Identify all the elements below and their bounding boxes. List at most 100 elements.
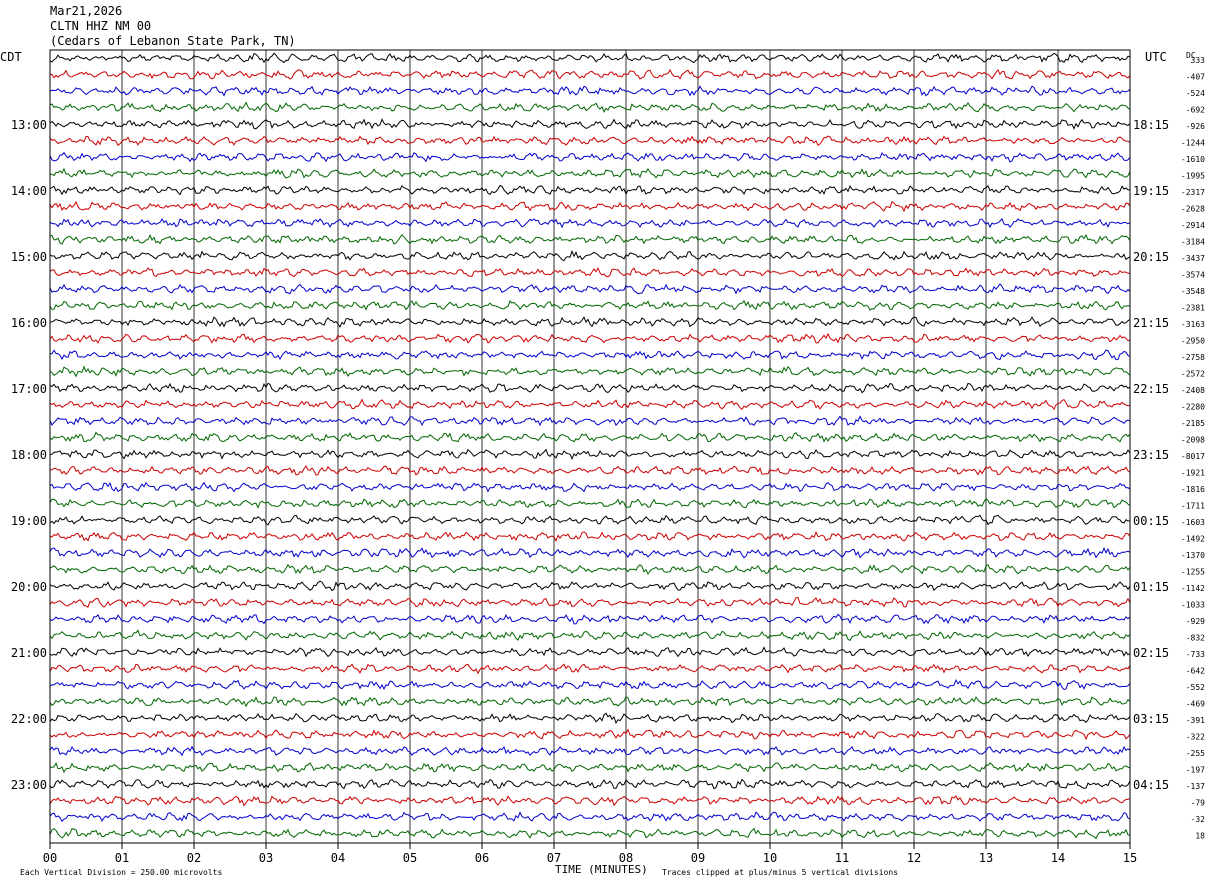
left-hour-label: 21:00 [11,646,47,660]
date-label: Mar21,2026 [50,4,123,18]
x-tick-label: 12 [907,851,921,865]
x-tick-label: 00 [43,851,57,865]
trace-line [49,332,1131,344]
right-zone-label: UTC [1145,50,1167,64]
dc-offset-label: 333 [1191,56,1206,65]
trace-line [49,795,1131,807]
dc-offset-label: -255 [1186,749,1205,758]
trace-line [49,135,1131,147]
right-hour-label: 01:15 [1133,580,1169,594]
dc-offset-label: -137 [1186,782,1205,791]
dc-offset-label: -3184 [1181,238,1205,247]
trace-line [49,762,1131,774]
dc-offset-label: -3574 [1181,271,1205,280]
dc-offset-label: -8017 [1181,452,1205,461]
trace-line [49,151,1131,163]
dc-offset-label: -1033 [1181,601,1205,610]
dc-label: DC [1186,51,1196,60]
trace-line [49,316,1131,328]
left-hour-label: 17:00 [11,382,47,396]
trace-line [49,531,1131,543]
x-tick-label: 14 [1051,851,1065,865]
dc-offset-label: -1711 [1181,502,1205,511]
dc-offset-label: -524 [1186,89,1205,98]
dc-offset-label: -2758 [1181,353,1205,362]
x-tick-label: 15 [1123,851,1137,865]
trace-line [50,167,1131,179]
right-hour-label: 21:15 [1133,316,1169,330]
left-hour-label: 22:00 [11,712,47,726]
right-hour-label: 03:15 [1133,712,1169,726]
left-hour-label: 15:00 [11,250,47,264]
trace-line [49,249,1131,262]
grid-lines [121,50,1059,843]
left-zone-label: CDT [0,50,22,64]
dc-offset-label: -1142 [1181,584,1205,593]
dc-offset-label: -552 [1186,683,1205,692]
trace-line [49,52,1131,64]
dc-offset-label: -1995 [1181,172,1205,181]
dc-offset-label: -832 [1186,634,1205,643]
right-hour-labels: 18:15 19:15 20:15 21:15 22:15 23:15 00:15 01:15… [1133,118,1169,792]
trace-line [49,299,1131,311]
dc-offset-label: -733 [1186,650,1205,659]
x-axis-label: TIME (MINUTES) [555,863,648,876]
trace-line [49,85,1131,97]
dc-offset-label: 18 [1195,832,1205,841]
trace-line [49,68,1131,80]
trace-line [49,613,1131,625]
x-axis-ticks: 00 01 02 03 04 05 06 07 08 09 10 11 12 13 14 15 [43,843,1137,865]
trace-line [49,283,1131,295]
trace-line [49,431,1131,443]
dc-offset-label: -2572 [1181,370,1205,379]
trace-line [49,398,1131,411]
dc-offset-label: -2408 [1181,386,1205,395]
left-hour-label: 20:00 [11,580,47,594]
trace-line [49,200,1131,213]
trace-line [49,547,1131,559]
trace-line [49,481,1131,493]
trace-line [49,629,1131,642]
dc-offset-label: -642 [1186,667,1205,676]
trace-line [49,266,1131,278]
left-hour-labels: 13:00 14:00 15:00 16:00 17:00 18:00 19:00 20:00… [11,118,47,792]
dc-offset-label: -926 [1186,122,1205,131]
dc-offset-label: -1603 [1181,518,1205,527]
x-tick-label: 13 [979,851,993,865]
trace-line [50,349,1131,361]
dc-offset-label: -2914 [1181,221,1205,230]
trace-line [49,646,1131,658]
trace-line [49,827,1131,840]
left-hour-label: 23:00 [11,778,47,792]
x-tick-label: 07 [547,851,561,865]
right-hour-label: 02:15 [1133,646,1169,660]
left-hour-label: 19:00 [11,514,47,528]
right-hour-label: 19:15 [1133,184,1169,198]
dc-offset-label: -2950 [1181,337,1205,346]
left-hour-label: 14:00 [11,184,47,198]
trace-line [49,596,1131,608]
trace-line [49,728,1131,741]
trace-line [49,118,1131,130]
x-tick-label: 02 [187,851,201,865]
left-hour-label: 16:00 [11,316,47,330]
right-hour-label: 22:15 [1133,382,1169,396]
x-tick-label: 11 [835,851,849,865]
right-hour-label: 18:15 [1133,118,1169,132]
trace-line [49,448,1131,460]
trace-line [49,678,1131,691]
dc-offset-label: -322 [1186,733,1205,742]
dc-offset-label: -197 [1186,766,1205,775]
x-tick-label: 09 [691,851,705,865]
dc-offset-label: -1610 [1181,155,1205,164]
trace-line [49,811,1131,823]
dc-offset-label: -3437 [1181,254,1205,263]
dc-offset-label: -1492 [1181,535,1205,544]
dc-offset-label: -2381 [1181,304,1205,313]
dc-offset-label: -2185 [1181,419,1205,428]
trace-line [49,415,1131,427]
trace-line [49,580,1131,592]
x-tick-label: 04 [331,851,345,865]
traces [49,52,1131,840]
